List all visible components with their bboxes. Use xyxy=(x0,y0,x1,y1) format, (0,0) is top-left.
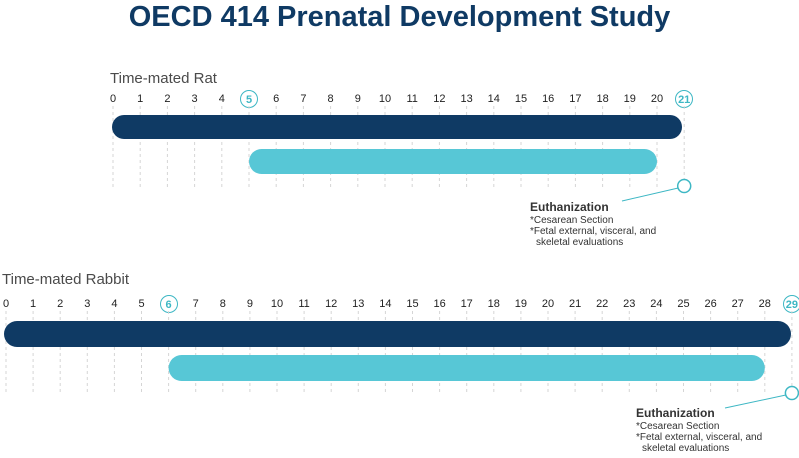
rabbit-euthanization-title: Euthanization xyxy=(636,406,715,420)
rabbit-euthanization-note: skeletal evaluations xyxy=(642,443,730,454)
rabbit-tick-label: 2 xyxy=(57,298,64,310)
rat-tick-label: 12 xyxy=(433,93,446,105)
rabbit-tick-label: 26 xyxy=(704,298,717,310)
rabbit-tick-label: 9 xyxy=(246,298,253,310)
rabbit-tick-label: 24 xyxy=(650,298,663,310)
rat-tick-label: 10 xyxy=(378,93,392,105)
rat-tick-label: 20 xyxy=(650,93,664,105)
rabbit-tick-label: 21 xyxy=(568,298,582,310)
rabbit-tick-label: 15 xyxy=(406,298,419,310)
rat-euthanization-note: *Fetal external, visceral, and xyxy=(530,226,657,237)
rabbit-tick-label: 12 xyxy=(325,298,338,310)
rat-tick-label: 0 xyxy=(109,93,117,105)
rabbit-tick-label: 14 xyxy=(379,298,392,310)
rabbit-tick-label: 3 xyxy=(84,298,91,310)
rabbit-tick-label: 20 xyxy=(541,298,555,310)
rat-section-label: Time-mated Rat xyxy=(110,70,217,87)
rat-euthanization-note: *Cesarean Section xyxy=(530,215,614,226)
rat-tick-label: 16 xyxy=(542,93,555,105)
rat-tick-label: 13 xyxy=(460,93,473,105)
rat-tick-label: 8 xyxy=(327,93,334,105)
rabbit-tick-label: 11 xyxy=(298,298,310,310)
rabbit-euthanization-note: *Cesarean Section xyxy=(636,421,720,432)
rabbit-gd-bar xyxy=(4,321,791,347)
rat-tick-label: 19 xyxy=(623,93,636,105)
rabbit-section-label: Time-mated Rabbit xyxy=(2,271,129,288)
rabbit-tick-label: 16 xyxy=(433,298,446,310)
rat-dosing-bar xyxy=(249,149,657,174)
rabbit-tick-label: 27 xyxy=(731,298,744,310)
rat-tick-label: 15 xyxy=(514,93,528,105)
rat-euthanization-note: skeletal evaluations xyxy=(536,237,624,248)
rat-tick-label: 2 xyxy=(164,93,171,105)
rat-tick-label: 7 xyxy=(300,93,307,105)
rat-euthanization-marker xyxy=(676,178,692,194)
rabbit-euthanization-note: *Fetal external, visceral, and xyxy=(636,432,763,443)
rat-tick-label: 4 xyxy=(218,93,225,105)
rat-tick-label: 1 xyxy=(137,93,144,105)
rat-tick-label: 11 xyxy=(406,93,418,105)
rabbit-tick-label: 17 xyxy=(460,298,473,310)
rabbit-tick-label: 8 xyxy=(219,298,226,310)
rat-tick-label: 17 xyxy=(569,93,582,105)
rat-tick-label: 9 xyxy=(354,93,361,105)
rabbit-tick-label: 0 xyxy=(2,298,10,310)
rabbit-tick-label: 7 xyxy=(192,298,199,310)
rat-tick-label: 14 xyxy=(487,93,500,105)
rabbit-tick-label: 10 xyxy=(270,298,284,310)
rabbit-tick-label: 18 xyxy=(487,298,500,310)
rabbit-tick-label: 5 xyxy=(138,298,145,310)
rabbit-tick-label: 28 xyxy=(758,298,771,310)
rat-gd-bar xyxy=(112,115,682,139)
rabbit-dosing-bar xyxy=(168,355,765,381)
rabbit-euthanization-marker xyxy=(784,385,799,401)
rat-tick-label: 18 xyxy=(596,93,609,105)
rabbit-euthanization-connector xyxy=(724,394,787,409)
rabbit-tick-label: 29 xyxy=(782,295,799,313)
rat-euthanization-title: Euthanization xyxy=(530,200,609,214)
rat-tick-label: 6 xyxy=(273,93,280,105)
rabbit-tick-label: 25 xyxy=(677,298,690,310)
rabbit-tick-label: 1 xyxy=(30,298,37,310)
rabbit-tick-label: 13 xyxy=(352,298,365,310)
rat-tick-label: 3 xyxy=(191,93,198,105)
rabbit-tick-label: 22 xyxy=(596,298,609,310)
page-title: OECD 414 Prenatal Development Study xyxy=(128,1,671,33)
rat-euthanization-connector xyxy=(621,187,679,202)
rabbit-tick-label: 19 xyxy=(514,298,528,310)
rabbit-tick-label: 4 xyxy=(111,298,118,310)
rabbit-tick-label: 23 xyxy=(623,298,636,310)
